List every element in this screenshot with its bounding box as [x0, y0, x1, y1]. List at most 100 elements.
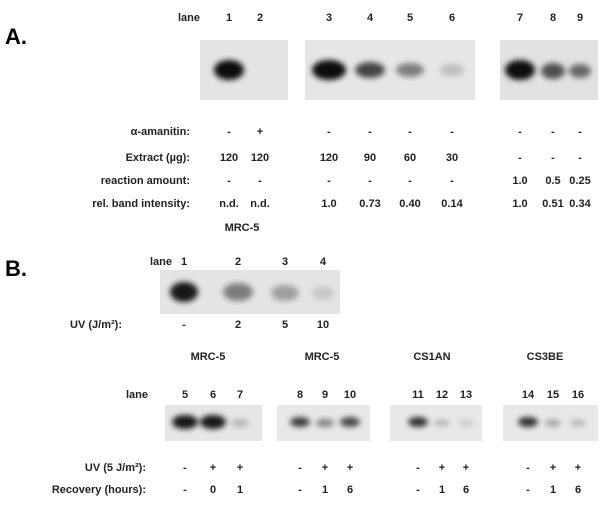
cell: 60: [404, 152, 416, 164]
cell: -: [368, 126, 372, 138]
cell: -: [416, 462, 420, 474]
lane-number: 6: [210, 389, 216, 401]
cell: 0.34: [569, 198, 591, 210]
row-label: rel. band intensity:: [92, 198, 190, 210]
lane-number: 5: [182, 389, 188, 401]
cell: -: [408, 126, 412, 138]
lane-number: 1: [181, 256, 187, 268]
lane-number: 5: [407, 12, 413, 24]
cell: 1: [237, 484, 243, 496]
lane-number: 8: [297, 389, 303, 401]
cell: -: [298, 462, 302, 474]
cell: -: [551, 126, 555, 138]
cell: 6: [575, 484, 581, 496]
cell: +: [439, 462, 445, 474]
lane-number: 7: [517, 12, 523, 24]
blot-title: CS1AN: [413, 351, 450, 363]
cell: -: [518, 152, 522, 164]
row-label: UV (5 J/m²):: [85, 462, 146, 474]
cell: 1.0: [512, 198, 527, 210]
cell: 1: [322, 484, 328, 496]
cell: 0.25: [569, 175, 590, 187]
lane-number: 15: [547, 389, 559, 401]
cell: +: [237, 462, 243, 474]
lane-number: 3: [282, 256, 288, 268]
blot: [160, 270, 340, 314]
cell: -: [183, 462, 187, 474]
lane-label: lane: [126, 389, 148, 401]
row-label: α-amanitin:: [131, 126, 190, 138]
lane-number: 9: [577, 12, 583, 24]
cell: -: [518, 126, 522, 138]
cell: 1: [550, 484, 556, 496]
cell: 6: [347, 484, 353, 496]
lane-number: 4: [367, 12, 374, 24]
row-label: Extract (µg):: [126, 152, 190, 164]
cell: 30: [446, 152, 458, 164]
cell: -: [227, 126, 231, 138]
panel-label: A.: [5, 24, 27, 49]
lane-number: 12: [436, 389, 448, 401]
blot: [165, 405, 598, 441]
lane-number: 8: [550, 12, 556, 24]
cell: +: [347, 462, 353, 474]
lane-number: 3: [326, 12, 332, 24]
panel-label: B.: [5, 256, 27, 281]
cell: 120: [251, 152, 269, 164]
cell: -: [298, 484, 302, 496]
lane-number: 6: [449, 12, 455, 24]
blot-title: MRC-5: [225, 222, 260, 234]
cell: 0.40: [399, 198, 420, 210]
cell: -: [578, 152, 582, 164]
cell: -: [327, 126, 331, 138]
row-label: Recovery (hours):: [52, 484, 146, 496]
lane-number: 1: [226, 12, 232, 24]
cell: -: [551, 152, 555, 164]
cell: -: [526, 462, 530, 474]
cell: -: [526, 484, 530, 496]
lane-number: 13: [460, 389, 472, 401]
lane-number: 11: [412, 389, 424, 401]
row-label: UV (J/m²):: [70, 319, 122, 331]
cell: +: [257, 126, 263, 138]
cell: 2: [235, 319, 241, 331]
cell: 0.73: [359, 198, 380, 210]
cell: 0: [210, 484, 216, 496]
lane-number: 9: [322, 389, 328, 401]
cell: 0.5: [545, 175, 560, 187]
cell: 0.51: [542, 198, 563, 210]
cell: +: [210, 462, 216, 474]
cell: 10: [317, 319, 329, 331]
cell: n.d.: [250, 198, 270, 210]
cell: 1.0: [321, 198, 336, 210]
figure: A. B. lane123456789α-amanitin:-+-------E…: [0, 0, 611, 502]
blot-title: MRC-5: [191, 351, 226, 363]
cell: -: [578, 126, 582, 138]
cell: 1.0: [512, 175, 527, 187]
cell: 90: [364, 152, 376, 164]
cell: -: [183, 484, 187, 496]
cell: -: [182, 319, 186, 331]
lane-label: lane: [150, 256, 172, 268]
cell: -: [450, 126, 454, 138]
blot-title: CS3BE: [527, 351, 564, 363]
cell: n.d.: [219, 198, 239, 210]
lane-number: 7: [237, 389, 243, 401]
lane-number: 2: [257, 12, 263, 24]
lane-number: 10: [344, 389, 356, 401]
cell: 1: [439, 484, 445, 496]
row-label: reaction amount:: [101, 175, 190, 187]
cell: 5: [282, 319, 288, 331]
cell: 120: [320, 152, 338, 164]
cell: -: [408, 175, 412, 187]
cell: -: [258, 175, 262, 187]
cell: +: [322, 462, 328, 474]
lane-number: 4: [320, 256, 327, 268]
lane-label: lane: [178, 12, 200, 24]
lane-number: 2: [235, 256, 241, 268]
cell: 6: [463, 484, 469, 496]
cell: 0.14: [441, 198, 463, 210]
cell: +: [463, 462, 469, 474]
cell: -: [368, 175, 372, 187]
cell: +: [575, 462, 581, 474]
